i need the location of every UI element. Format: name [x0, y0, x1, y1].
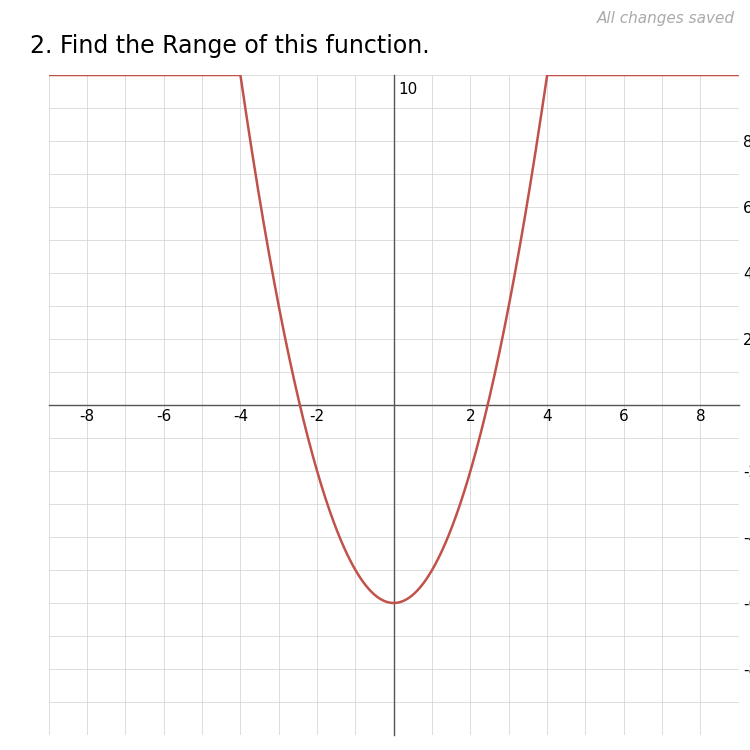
Text: 10: 10 — [398, 82, 417, 97]
Text: All changes saved: All changes saved — [597, 11, 735, 26]
Text: 2. Find the Range of this function.: 2. Find the Range of this function. — [30, 34, 430, 58]
